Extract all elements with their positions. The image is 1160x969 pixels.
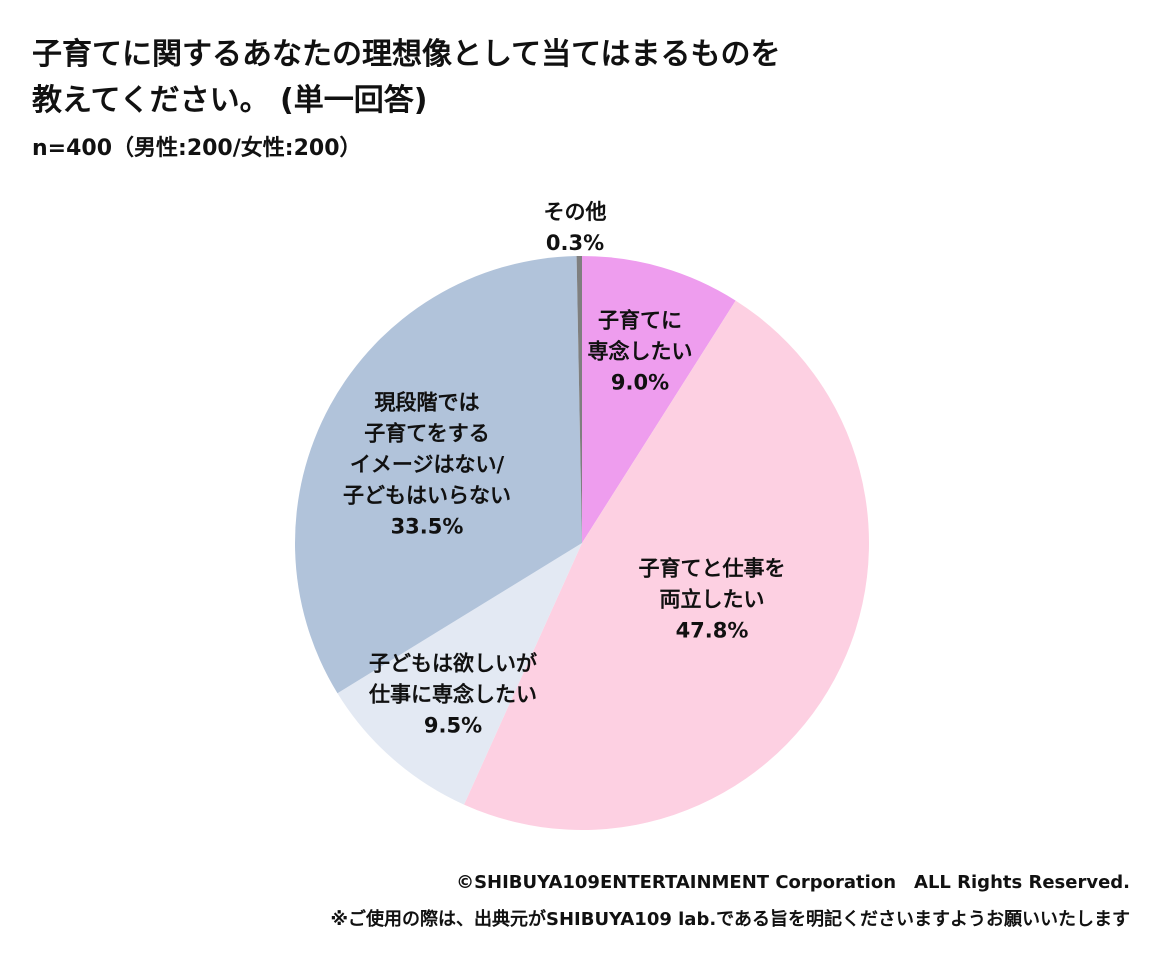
chart-subtitle: n=400（男性:200/女性:200） (32, 136, 362, 161)
value-label: 0.3% (545, 231, 605, 255)
slice-label: 子育てと仕事を 両立したい 47.8% (639, 554, 786, 647)
pie-slice (576, 256, 582, 543)
value-label: 33.5% (390, 514, 464, 539)
copyright: ©SHIBUYA109ENTERTAINMENT Corporation ALL… (456, 872, 1130, 893)
pie-slice (295, 256, 582, 694)
slice-label: 子育てに 専念したい 9.0% (588, 306, 693, 399)
slice-label: 現段階では 子育てをする イメージはない/ 子どもはいらない 33.5% (343, 388, 511, 543)
pie-slice (582, 256, 736, 543)
category-label: 子どもは欲しいが 仕事に専念したい (369, 651, 537, 707)
pie-slice (337, 543, 582, 805)
category-label: 子育てに 専念したい (587, 308, 693, 364)
pie-slice (464, 300, 870, 830)
chart-title: 子育てに関するあなたの理想像として当てはまるものを 教えてください。 (単一回答… (32, 37, 781, 118)
value-label: 47.8% (675, 618, 749, 643)
slice-label: その他 0.3% (544, 197, 607, 259)
usage-note: ※ご使用の際は、出典元がSHIBUYA109 lab.である旨を明記くださいます… (330, 909, 1131, 930)
category-label: 現段階では 子育てをする イメージはない/ 子どもはいらない (343, 390, 511, 508)
slice-label: 子どもは欲しいが 仕事に専念したい 9.5% (369, 649, 537, 742)
category-label: 子育てと仕事を 両立したい (638, 556, 786, 612)
category-label: その他 (543, 200, 607, 224)
value-label: 9.5% (423, 713, 483, 738)
value-label: 9.0% (610, 370, 670, 395)
